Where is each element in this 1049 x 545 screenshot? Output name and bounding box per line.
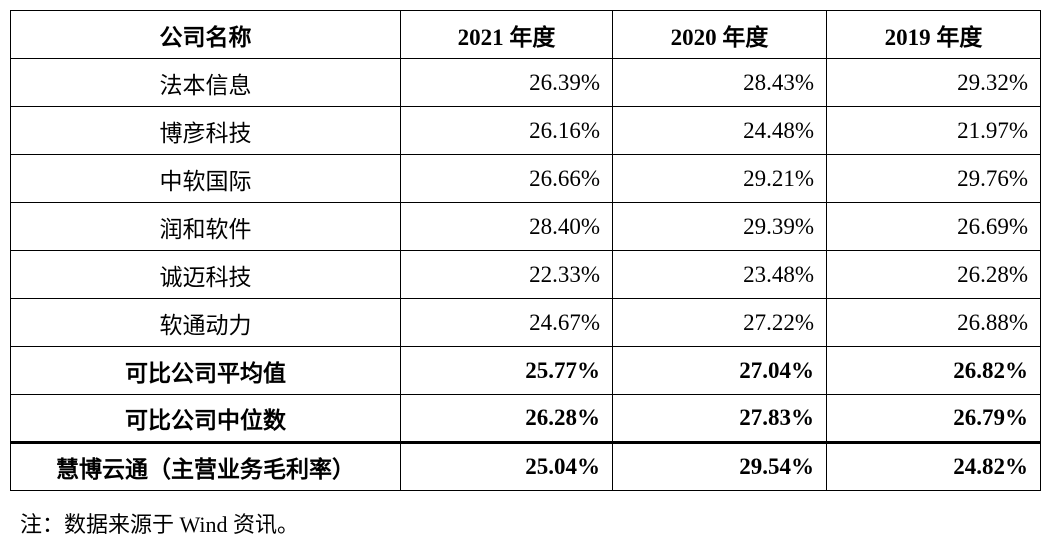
value-cell: 24.67%: [400, 298, 613, 347]
value-cell: 27.04%: [612, 346, 827, 395]
header-cell: 2019 年度: [826, 10, 1041, 59]
value-cell: 22.33%: [400, 250, 613, 299]
value-cell: 29.39%: [612, 202, 827, 251]
company-name: 法本信息: [10, 58, 401, 107]
table-row: 可比公司中位数 26.28% 27.83% 26.79%: [10, 394, 1041, 443]
value-cell: 29.54%: [612, 441, 827, 491]
value-cell: 26.69%: [826, 202, 1041, 251]
value-cell: 26.82%: [826, 346, 1041, 395]
value-cell: 26.79%: [826, 394, 1041, 443]
value-cell: 28.43%: [612, 58, 827, 107]
value-cell: 25.77%: [400, 346, 613, 395]
value-cell: 29.76%: [826, 154, 1041, 203]
value-cell: 26.28%: [400, 394, 613, 443]
table-row: 软通动力 24.67% 27.22% 26.88%: [10, 298, 1041, 347]
company-name: 中软国际: [10, 154, 401, 203]
value-cell: 25.04%: [400, 441, 613, 491]
table-row: 润和软件 28.40% 29.39% 26.69%: [10, 202, 1041, 251]
company-name: 可比公司平均值: [10, 346, 401, 395]
header-row: 公司名称 2021 年度 2020 年度 2019 年度: [10, 10, 1041, 59]
company-name: 可比公司中位数: [10, 394, 401, 443]
table-row: 可比公司平均值 25.77% 27.04% 26.82%: [10, 346, 1041, 395]
value-cell: 24.48%: [612, 106, 827, 155]
table-body: 法本信息 26.39% 28.43% 29.32% 博彦科技 26.16% 24.48% 21…: [10, 58, 1041, 491]
value-cell: 21.97%: [826, 106, 1041, 155]
header-cell: 2021 年度: [400, 10, 613, 59]
value-cell: 29.21%: [612, 154, 827, 203]
value-cell: 27.22%: [612, 298, 827, 347]
value-cell: 28.40%: [400, 202, 613, 251]
header-cell: 2020 年度: [612, 10, 827, 59]
value-cell: 26.66%: [400, 154, 613, 203]
note: 注：数据来源于 Wind 资讯。: [20, 512, 299, 537]
value-cell: 24.82%: [826, 441, 1041, 491]
company-name: 博彦科技: [10, 106, 401, 155]
value-cell: 26.16%: [400, 106, 613, 155]
company-name: 润和软件: [10, 202, 401, 251]
company-name: 软通动力: [10, 298, 401, 347]
data-table: 公司名称 2021 年度 2020 年度 2019 年度 法本信息 26.39% 28.4…: [10, 10, 1041, 491]
value-cell: 26.39%: [400, 58, 613, 107]
table-row: 法本信息 26.39% 28.43% 29.32%: [10, 58, 1041, 107]
table-row: 中软国际 26.66% 29.21% 29.76%: [10, 154, 1041, 203]
value-cell: 29.32%: [826, 58, 1041, 107]
value-cell: 23.48%: [612, 250, 827, 299]
value-cell: 26.28%: [826, 250, 1041, 299]
table-row: 博彦科技 26.16% 24.48% 21.97%: [10, 106, 1041, 155]
table-row: 诚迈科技 22.33% 23.48% 26.28%: [10, 250, 1041, 299]
value-cell: 27.83%: [612, 394, 827, 443]
company-name: 慧博云通（主营业务毛利率）: [10, 441, 401, 491]
header-cell: 公司名称: [10, 10, 401, 59]
value-cell: 26.88%: [826, 298, 1041, 347]
company-name: 诚迈科技: [10, 250, 401, 299]
table-row: 慧博云通（主营业务毛利率） 25.04% 29.54% 24.82%: [10, 441, 1041, 491]
